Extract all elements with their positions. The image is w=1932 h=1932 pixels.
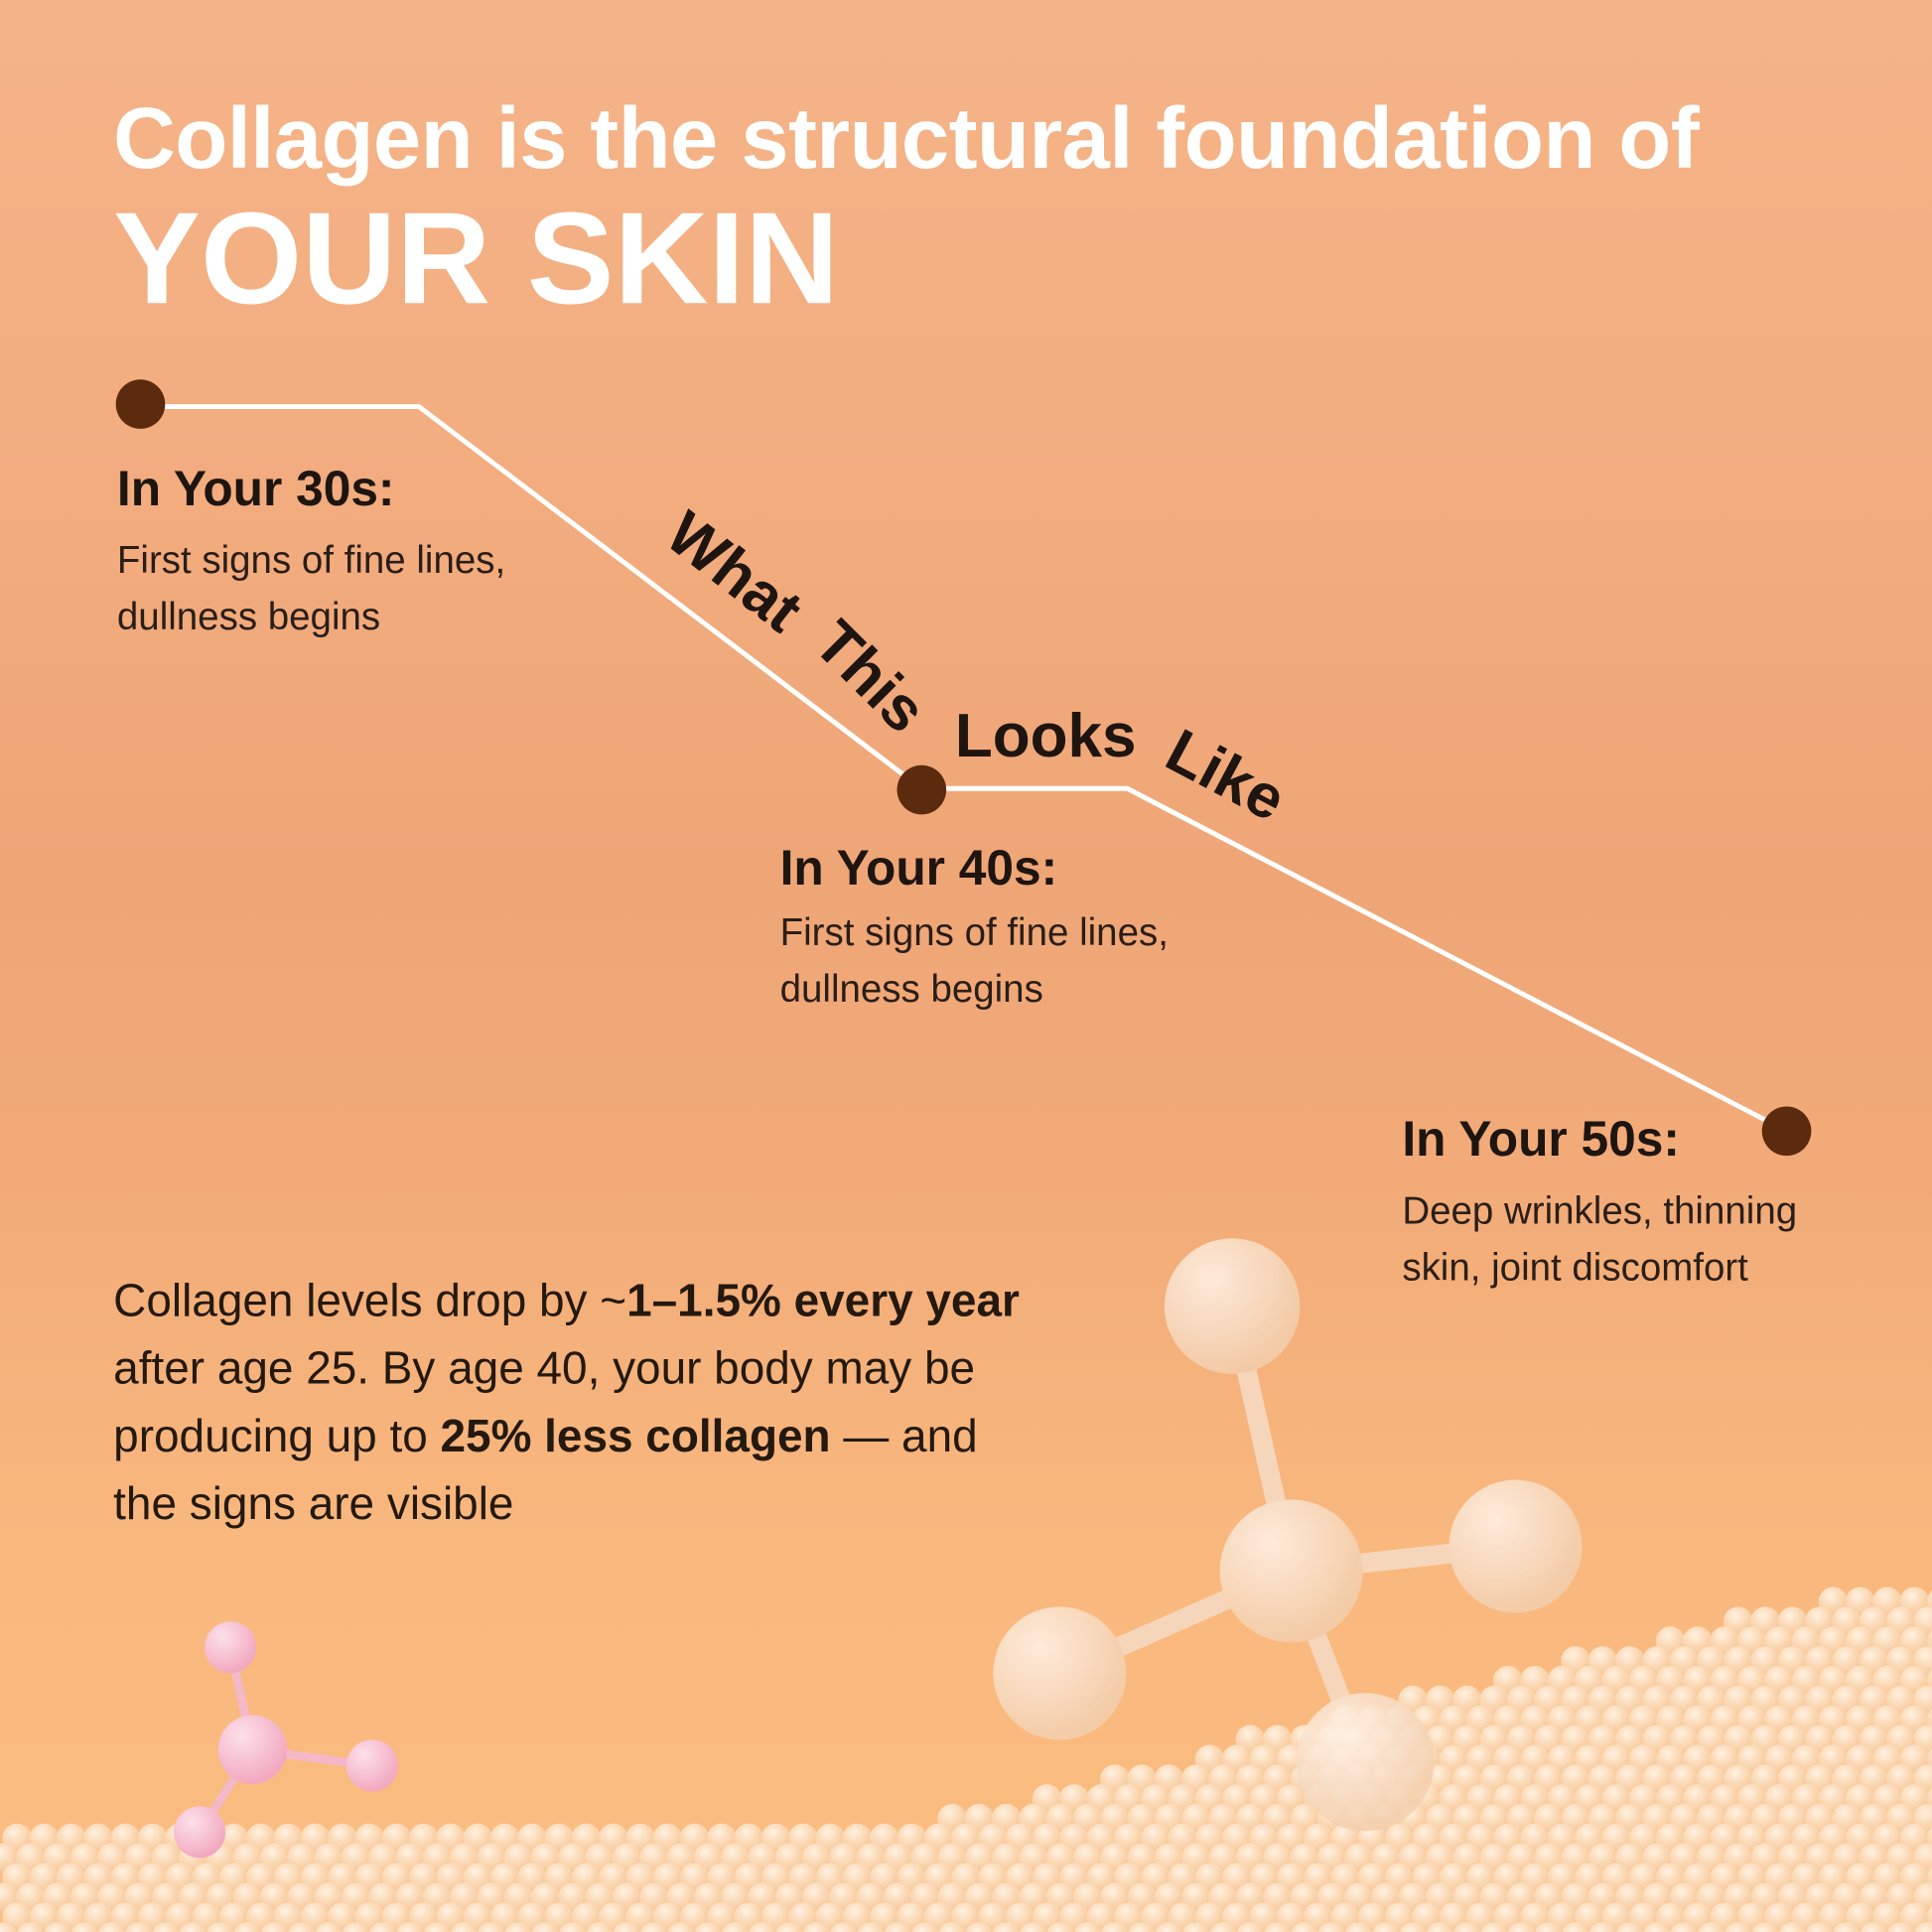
surface-bump (395, 1922, 425, 1932)
title-line-1: Collagen is the structural foundation of (113, 89, 1700, 187)
surface-bump (233, 1922, 262, 1932)
surface-bump (639, 1922, 668, 1932)
surface-bump (477, 1922, 505, 1932)
surface-bump (857, 1922, 886, 1932)
stage-description: Deep wrinkles, thinning skin, joint disco… (1402, 1188, 1798, 1290)
surface-bump (1615, 1922, 1644, 1932)
surface-bump (97, 1922, 126, 1932)
surface-bump (1860, 1922, 1888, 1932)
surface-bump (1670, 1922, 1699, 1932)
surface-bump (1751, 1922, 1780, 1932)
surface-bump (1886, 1922, 1915, 1932)
surface-bump (423, 1922, 452, 1932)
surface-bump (1588, 1922, 1617, 1932)
surface-bump (315, 1922, 344, 1932)
surface-bump (938, 1922, 967, 1932)
surface-bump (1724, 1922, 1752, 1932)
surface-bump (1181, 1922, 1210, 1932)
surface-bump (1236, 1922, 1265, 1932)
surface-bump (1426, 1922, 1454, 1932)
surface-bump (43, 1922, 72, 1932)
surface-bump (287, 1922, 316, 1932)
surface-bump (1452, 1922, 1481, 1932)
surface-bump (124, 1922, 153, 1932)
small-molecule-icon (173, 1621, 398, 1859)
surface-bump (613, 1922, 641, 1932)
surface-bump (206, 1922, 234, 1932)
surface-bump (70, 1922, 99, 1932)
surface-bump (1480, 1922, 1509, 1932)
surface-bump (748, 1922, 776, 1932)
surface-bump (1073, 1922, 1102, 1932)
surface-bump (992, 1922, 1021, 1932)
surface-bump (504, 1922, 533, 1932)
title-line-2: YOUR SKIN (113, 186, 840, 332)
surface-bump (1263, 1922, 1292, 1932)
surface-bump (0, 1922, 18, 1932)
curved-label-word: Looks (954, 701, 1137, 770)
surface-bump (1507, 1922, 1536, 1932)
surface-bump (1697, 1922, 1725, 1932)
surface-bump (531, 1922, 560, 1932)
surface-bump (1561, 1922, 1590, 1932)
surface-bump (1371, 1922, 1400, 1932)
surface-bump (1833, 1922, 1862, 1932)
surface-bump (1209, 1922, 1238, 1932)
surface-bump (368, 1922, 397, 1932)
surface-bump (179, 1922, 207, 1932)
surface-bump (1128, 1922, 1157, 1932)
surface-bump (1913, 1922, 1932, 1932)
surface-bump (802, 1922, 831, 1932)
stage-dot-30s (115, 379, 166, 429)
surface-bump (586, 1922, 615, 1932)
surface-bump (965, 1922, 994, 1932)
surface-bump (884, 1922, 912, 1932)
stage-heading: In Your 30s: (116, 462, 395, 517)
surface-bump (1100, 1922, 1129, 1932)
surface-bump (666, 1922, 696, 1932)
surface-bump (152, 1922, 181, 1932)
surface-bump (775, 1922, 804, 1932)
surface-bump (260, 1922, 289, 1932)
surface-bump (1344, 1922, 1373, 1932)
surface-bump (694, 1922, 723, 1932)
large-molecule-icon (993, 1238, 1583, 1832)
stage-dot-50s (1761, 1106, 1812, 1157)
surface-bump (1317, 1922, 1346, 1932)
stage-heading: In Your 50s: (1402, 1112, 1680, 1168)
surface-bump (721, 1922, 750, 1932)
surface-bump (1290, 1922, 1319, 1932)
stage-description: First signs of fine lines, dullness begin… (116, 538, 506, 638)
stage-description: First signs of fine lines, dullness begin… (779, 910, 1169, 1011)
surface-bump (1046, 1922, 1075, 1932)
surface-bump (1805, 1922, 1834, 1932)
surface-bump (829, 1922, 858, 1932)
cell-surface-pattern (0, 1587, 1932, 1932)
surface-bump (1778, 1922, 1807, 1932)
stage-dot-40s (897, 764, 947, 815)
surface-bump (1534, 1922, 1563, 1932)
surface-bump (450, 1922, 479, 1932)
surface-bump (558, 1922, 587, 1932)
surface-bump (342, 1922, 370, 1932)
surface-bump (1399, 1922, 1428, 1932)
surface-bump (910, 1922, 939, 1932)
surface-bump (1155, 1922, 1183, 1932)
collagen-fact-paragraph: Collagen levels drop by ~1–1.5% every ye… (113, 1275, 1020, 1530)
stage-heading: In Your 40s: (779, 841, 1058, 897)
surface-bump (1019, 1922, 1047, 1932)
surface-bump (1642, 1922, 1671, 1932)
surface-bump (16, 1922, 45, 1932)
